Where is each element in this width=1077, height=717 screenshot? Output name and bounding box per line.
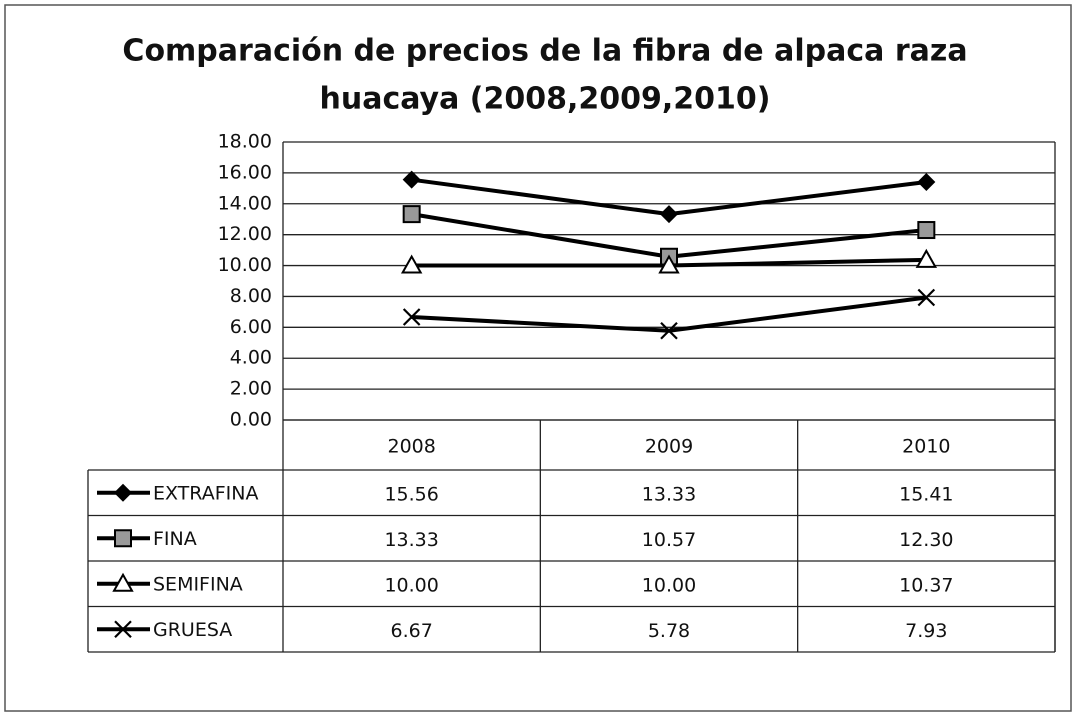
marker (114, 620, 132, 639)
data-table-value: 13.33 (642, 483, 696, 505)
marker (402, 308, 421, 326)
marker (917, 221, 936, 240)
data-table-value: 7.93 (905, 620, 947, 642)
data-table-value: 12.30 (899, 529, 953, 551)
marker (114, 483, 132, 502)
marker (112, 572, 134, 592)
data-table-value: 10.00 (384, 574, 438, 596)
x-tick-label: 2008 (387, 436, 435, 458)
y-tick-label: 2.00 (230, 378, 272, 400)
legend-label: SEMIFINA (153, 573, 243, 595)
data-table-value: 15.56 (384, 483, 438, 505)
legend-label: GRUESA (153, 619, 232, 641)
data-table-value: 10.00 (642, 574, 696, 596)
y-tick-label: 8.00 (230, 285, 272, 307)
y-tick-label: 18.00 (218, 131, 272, 153)
marker (915, 248, 938, 268)
data-table-value: 5.78 (648, 620, 690, 642)
marker (660, 321, 678, 340)
marker (660, 205, 678, 224)
legend-label: FINA (153, 528, 197, 550)
marker (917, 288, 936, 307)
y-tick-label: 10.00 (218, 254, 272, 276)
x-tick-label: 2009 (645, 436, 693, 458)
data-table-value: 10.57 (642, 529, 696, 551)
y-tick-label: 14.00 (218, 192, 272, 214)
marker (402, 205, 421, 224)
data-table-value: 13.33 (384, 529, 438, 551)
data-table-value: 10.37 (899, 574, 953, 596)
y-tick-label: 16.00 (218, 161, 272, 183)
x-tick-label: 2010 (902, 436, 950, 458)
marker (658, 254, 680, 274)
y-tick-label: 4.00 (230, 347, 272, 369)
y-tick-label: 12.00 (218, 223, 272, 245)
y-tick-label: 6.00 (230, 316, 272, 338)
data-table-value: 6.67 (391, 620, 433, 642)
chart-title: huacaya (2008,2009,2010) (319, 82, 770, 117)
marker (402, 170, 421, 189)
legend-label: EXTRAFINA (153, 482, 258, 504)
marker (400, 254, 423, 274)
y-tick-label: 0.00 (230, 409, 272, 431)
marker (917, 173, 936, 192)
chart-title: Comparación de precios de la fibra de al… (122, 34, 967, 69)
marker (114, 529, 132, 548)
data-table-value: 15.41 (899, 483, 953, 505)
